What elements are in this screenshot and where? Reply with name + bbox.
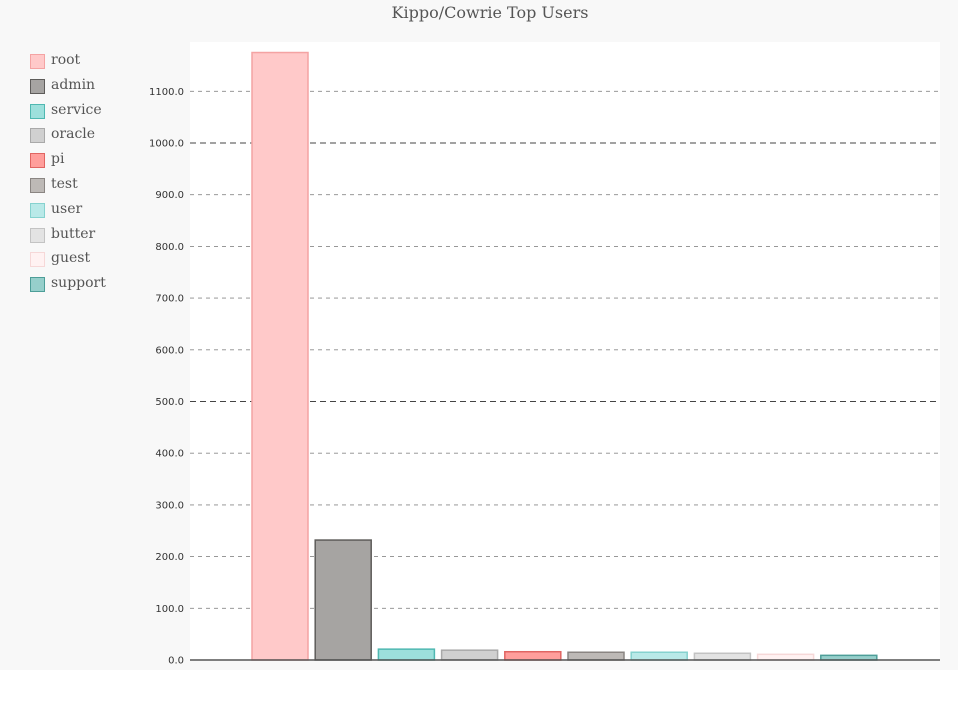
chart-legend: root admin service oracle pi test user butter gu… [30, 52, 150, 300]
y-tick-label: 900.0 [155, 190, 184, 201]
legend-label: user [51, 200, 83, 217]
y-tick-label: 0.0 [168, 656, 184, 667]
legend-label: test [51, 175, 78, 192]
legend-item-pi[interactable]: pi [30, 151, 150, 176]
bar-guest [756, 653, 815, 661]
legend-label: oracle [51, 126, 96, 143]
y-tick-label: 500.0 [155, 397, 184, 408]
y-tick-label: 200.0 [155, 552, 184, 563]
legend-swatch [30, 78, 45, 94]
legend-item-butter[interactable]: butter [30, 226, 150, 251]
bar-butter [693, 652, 752, 661]
legend-label: root [51, 52, 81, 68]
y-tick-label: 600.0 [155, 345, 184, 356]
legend-label: pi [51, 151, 65, 168]
legend-swatch [30, 227, 45, 243]
legend-item-test[interactable]: test [30, 176, 150, 201]
legend-item-root[interactable]: root [30, 52, 150, 77]
legend-item-oracle[interactable]: oracle [30, 126, 150, 151]
bar-root [251, 51, 309, 661]
legend-label: guest [51, 250, 91, 267]
y-tick-label: 1100.0 [149, 87, 184, 98]
legend-item-admin[interactable]: admin [30, 77, 150, 102]
y-tick-label: 300.0 [155, 500, 184, 511]
bar-user [630, 651, 688, 661]
y-tick-label: 100.0 [155, 604, 184, 615]
legend-item-user[interactable]: user [30, 201, 150, 226]
bar-pi [504, 650, 562, 661]
plot-area: 0.0 100.0 200.0 300.0 400.0 500.0 600.0 700.0 80… [149, 51, 940, 667]
bar-test [567, 651, 625, 661]
legend-swatch [30, 277, 45, 293]
chart-frame: Kippo/Cowrie Top Users root admin service o… [30, 3, 940, 667]
legend-swatch [30, 252, 45, 268]
y-tick-label: 700.0 [155, 294, 184, 305]
legend-swatch [30, 153, 45, 169]
bar-oracle [440, 649, 499, 661]
legend-item-support[interactable]: support [30, 275, 150, 300]
bar-admin [314, 539, 372, 661]
y-tick-label: 800.0 [155, 242, 184, 253]
bar-service [377, 648, 436, 661]
legend-item-guest[interactable]: guest [30, 250, 150, 275]
legend-swatch [30, 177, 45, 193]
legend-swatch [30, 202, 45, 218]
chart-title: Kippo/Cowrie Top Users [391, 3, 589, 22]
y-tick-label: 400.0 [155, 449, 184, 460]
legend-label: butter [51, 225, 96, 242]
legend-swatch [30, 128, 45, 144]
legend-label: service [51, 101, 102, 118]
legend-label: admin [51, 76, 96, 93]
legend-swatch [30, 103, 45, 119]
legend-swatch [30, 54, 45, 69]
y-tick-label: 1000.0 [149, 139, 184, 150]
legend-label: support [51, 275, 106, 292]
legend-item-service[interactable]: service [30, 102, 150, 127]
